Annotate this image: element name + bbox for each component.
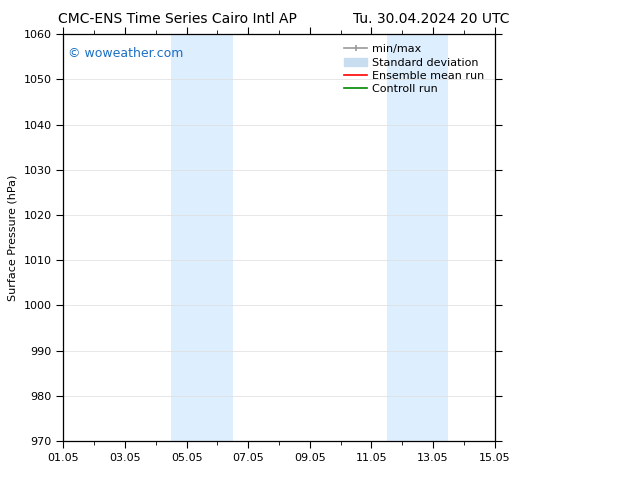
Bar: [171, 34, 202, 441]
Legend: min/max, Standard deviation, Ensemble mean run, Controll run: min/max, Standard deviation, Ensemble me…: [340, 40, 489, 99]
Bar: [202, 34, 233, 441]
Text: Tu. 30.04.2024 20 UTC: Tu. 30.04.2024 20 UTC: [353, 12, 509, 26]
Y-axis label: Surface Pressure (hPa): Surface Pressure (hPa): [8, 174, 18, 301]
Text: CMC-ENS Time Series Cairo Intl AP: CMC-ENS Time Series Cairo Intl AP: [58, 12, 297, 26]
Bar: [418, 34, 448, 441]
Bar: [387, 34, 418, 441]
Text: © woweather.com: © woweather.com: [68, 47, 183, 59]
